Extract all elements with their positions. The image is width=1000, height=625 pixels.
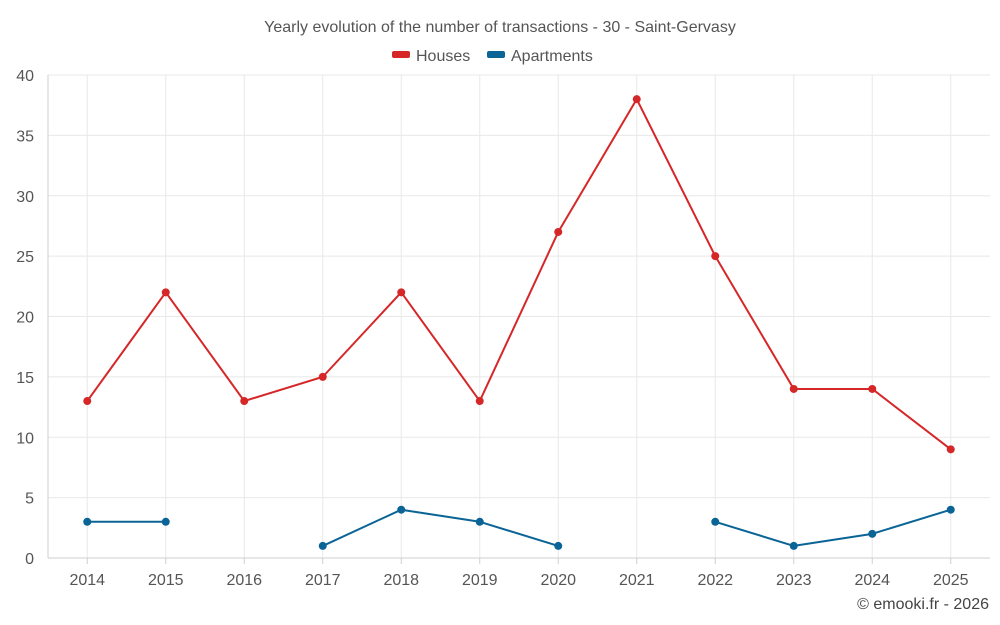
chart-title: Yearly evolution of the number of transa… xyxy=(264,19,736,36)
y-tick-label: 0 xyxy=(25,551,34,568)
data-point-houses[interactable] xyxy=(240,397,249,406)
legend-swatch-houses xyxy=(392,51,410,58)
data-point-apartments[interactable] xyxy=(397,505,406,514)
data-point-houses[interactable] xyxy=(868,384,877,393)
y-tick-label: 5 xyxy=(25,491,34,508)
data-point-apartments[interactable] xyxy=(83,517,92,526)
y-tick-label: 15 xyxy=(16,370,34,387)
series-line-apartments xyxy=(714,508,952,547)
y-tick-label: 25 xyxy=(16,249,34,266)
y-tick-label: 40 xyxy=(16,68,34,85)
legend-label-houses: Houses xyxy=(416,48,470,65)
data-point-houses[interactable] xyxy=(554,227,563,236)
legend-item-houses[interactable]: Houses xyxy=(392,48,470,65)
data-point-houses[interactable] xyxy=(711,252,720,261)
data-point-houses[interactable] xyxy=(789,384,798,393)
data-point-apartments[interactable] xyxy=(868,529,877,538)
data-point-apartments[interactable] xyxy=(161,517,170,526)
data-point-houses[interactable] xyxy=(83,397,92,406)
y-tick-label: 35 xyxy=(16,128,34,145)
x-tick-label: 2018 xyxy=(383,572,419,589)
data-point-apartments[interactable] xyxy=(554,541,563,550)
series-line-apartments xyxy=(322,508,559,547)
y-tick-label: 30 xyxy=(16,189,34,206)
legend-swatch-apartments xyxy=(487,51,505,58)
data-point-apartments[interactable] xyxy=(789,541,798,550)
data-point-houses[interactable] xyxy=(318,372,327,381)
x-tick-label: 2025 xyxy=(933,572,969,589)
y-tick-label: 10 xyxy=(16,430,34,447)
x-tick-label: 2015 xyxy=(148,572,184,589)
credit-text: © emooki.fr - 2026 xyxy=(857,596,989,613)
x-tick-label: 2020 xyxy=(540,572,576,589)
grid xyxy=(48,74,990,558)
x-tick-label: 2016 xyxy=(226,572,262,589)
data-point-apartments[interactable] xyxy=(475,517,484,526)
data-point-houses[interactable] xyxy=(161,288,170,297)
series-houses xyxy=(83,95,955,454)
data-point-houses[interactable] xyxy=(397,288,406,297)
x-tick-label: 2014 xyxy=(69,572,105,589)
x-tick-label: 2021 xyxy=(619,572,655,589)
x-tick-label: 2019 xyxy=(462,572,498,589)
data-point-apartments[interactable] xyxy=(946,505,955,514)
data-point-houses[interactable] xyxy=(946,445,955,454)
series-apartments xyxy=(83,505,955,550)
series xyxy=(83,95,955,550)
data-point-apartments[interactable] xyxy=(711,517,720,526)
series-line-houses xyxy=(86,98,952,451)
legend-item-apartments[interactable]: Apartments xyxy=(487,48,593,65)
x-tick-label: 2022 xyxy=(697,572,733,589)
data-point-apartments[interactable] xyxy=(318,541,327,550)
y-tick-label: 20 xyxy=(16,310,34,327)
legend: Houses Apartments xyxy=(392,48,593,65)
data-point-houses[interactable] xyxy=(632,95,641,104)
x-tick-label: 2017 xyxy=(305,572,341,589)
legend-label-apartments: Apartments xyxy=(511,48,593,65)
x-tick-label: 2024 xyxy=(854,572,890,589)
x-tick-label: 2023 xyxy=(776,572,812,589)
data-point-houses[interactable] xyxy=(475,397,484,406)
